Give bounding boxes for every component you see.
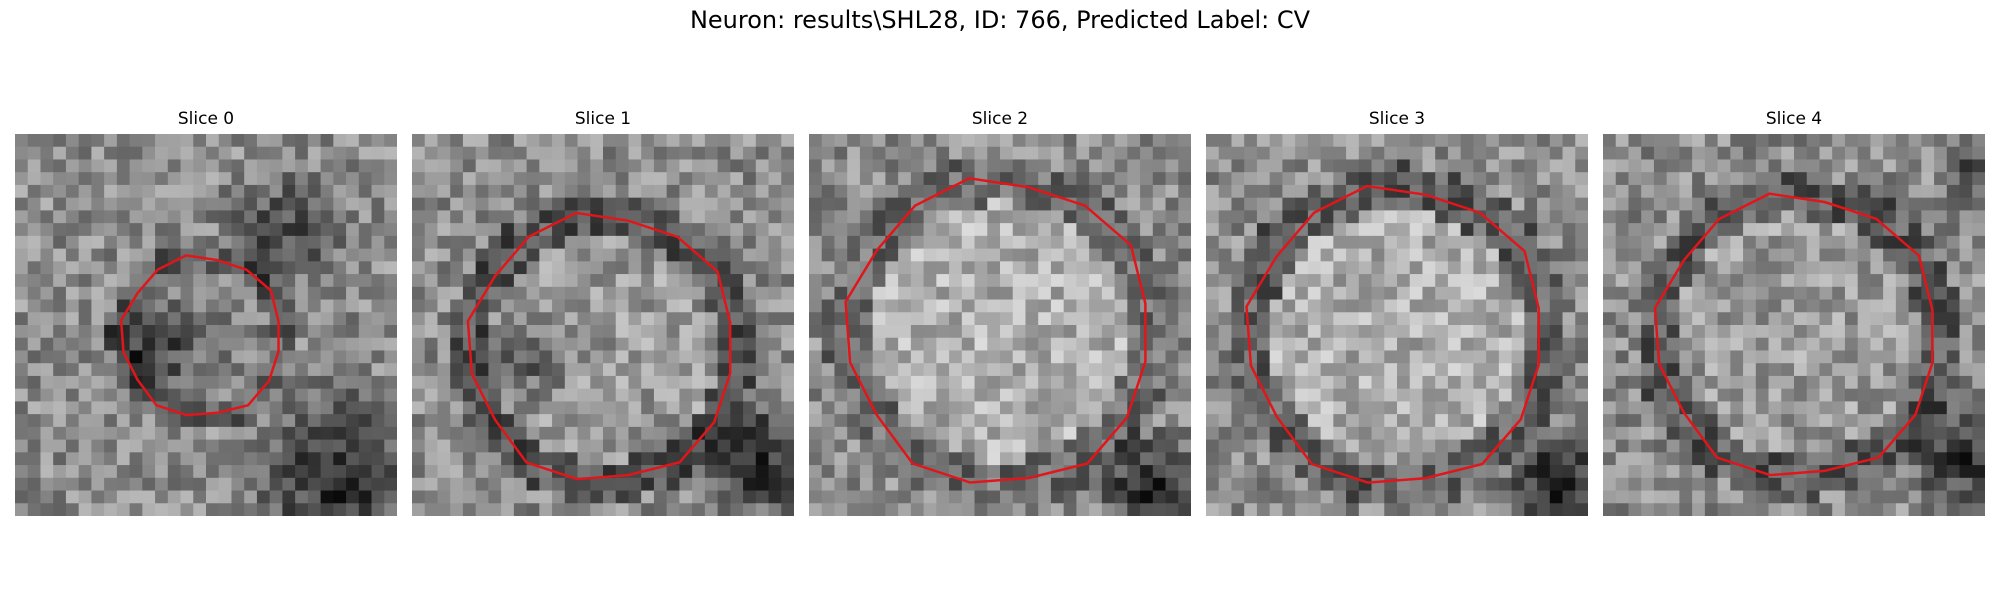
segmentation-contour [1245,184,1540,484]
slice-title: Slice 1 [574,109,632,129]
slice-title: Slice 0 [177,109,235,129]
slice-image [412,134,794,516]
segmentation-contour [844,177,1147,484]
slice-title: Slice 3 [1368,109,1426,129]
slice-image [1603,134,1985,516]
segmentation-contour [119,254,280,417]
slice-image [809,134,1191,516]
segmentation-contour [1653,192,1934,477]
slice-title: Slice 2 [971,109,1029,129]
figure-title: Neuron: results\SHL28, ID: 766, Predicte… [689,6,1311,34]
slice-image [1206,134,1588,516]
segmentation-contour [466,211,732,481]
slice-title: Slice 4 [1765,109,1823,129]
slice-image [15,134,397,516]
